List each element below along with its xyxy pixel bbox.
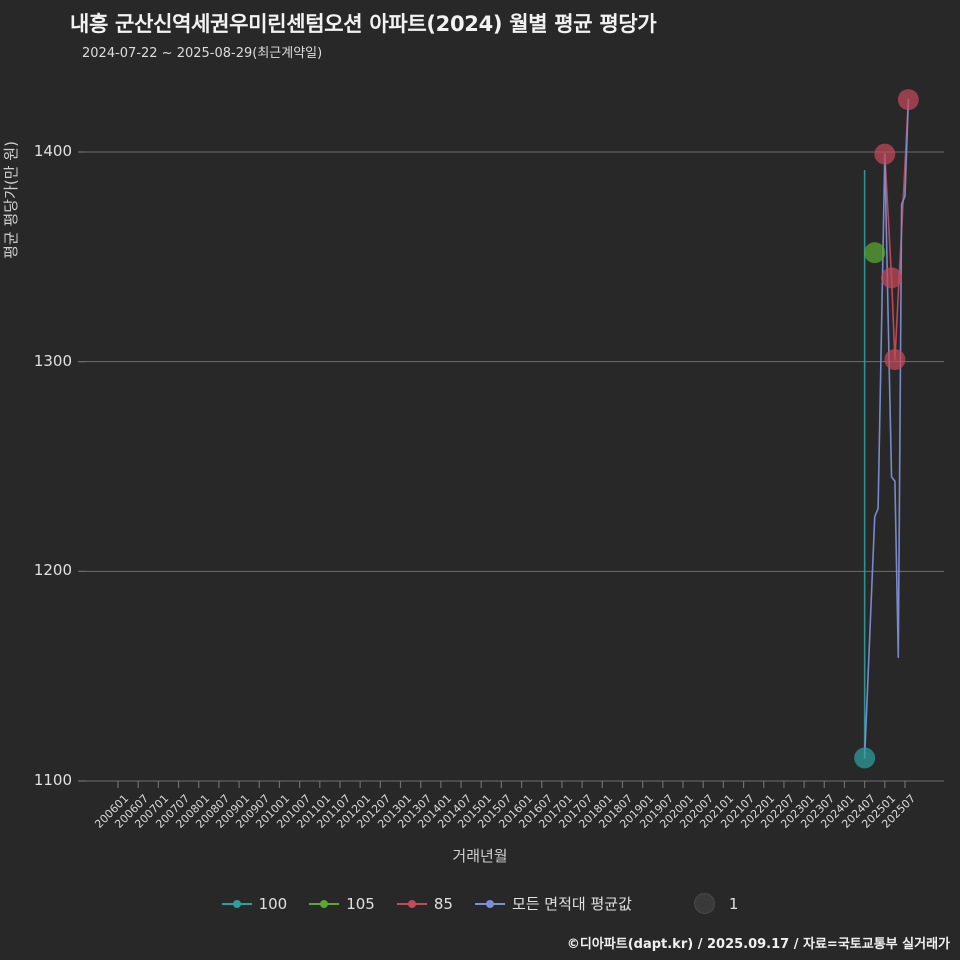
series-points <box>854 89 919 769</box>
y-tick-label: 1400 <box>33 142 72 160</box>
data-point[interactable] <box>864 242 886 264</box>
chart-legend: 100 105 85 모든 면적대 평균값 1 <box>0 893 960 914</box>
size-legend: 1 <box>693 893 739 914</box>
legend-swatch-icon <box>221 899 252 908</box>
chart-footer: ©디아파트(dapt.kr) / 2025.09.17 / 자료=국토교통부 실… <box>566 937 950 952</box>
data-point[interactable] <box>874 143 896 165</box>
legend-label: 모든 면적대 평균값 <box>511 895 632 913</box>
legend-item[interactable]: 100 <box>221 894 288 913</box>
y-tick-label: 1100 <box>33 771 72 789</box>
legend-label: 85 <box>433 894 453 913</box>
legend-swatch-icon <box>396 899 427 908</box>
chart-subtitle: 2024-07-22 ~ 2025-08-29(최근계약일) <box>82 46 323 61</box>
y-tick-label: 1200 <box>33 561 72 580</box>
size-legend-dot-icon <box>693 893 715 914</box>
size-legend-label: 1 <box>728 894 739 913</box>
data-point[interactable] <box>881 267 903 289</box>
legend-swatch-icon <box>309 899 340 908</box>
legend-swatch-icon <box>474 899 505 908</box>
legend-label: 105 <box>346 894 375 913</box>
chart-title: 내흥 군산신역세권우미린센텀오션 아파트(2024) 월별 평균 평당가 <box>70 12 657 36</box>
data-point[interactable] <box>884 349 906 371</box>
legend-item[interactable]: 85 <box>396 894 453 913</box>
gridlines <box>78 151 944 782</box>
x-axis-label: 거래년월 <box>452 847 508 865</box>
legend-item[interactable]: 105 <box>309 895 375 913</box>
data-point[interactable] <box>897 89 919 111</box>
legend-item[interactable]: 모든 면적대 평균값 <box>474 893 632 914</box>
y-tick-label: 1300 <box>33 351 72 370</box>
data-point[interactable] <box>854 747 876 769</box>
x-tick-marks <box>86 780 944 788</box>
legend-label: 100 <box>258 894 288 913</box>
series-lines <box>863 98 910 759</box>
series-line <box>863 98 910 759</box>
